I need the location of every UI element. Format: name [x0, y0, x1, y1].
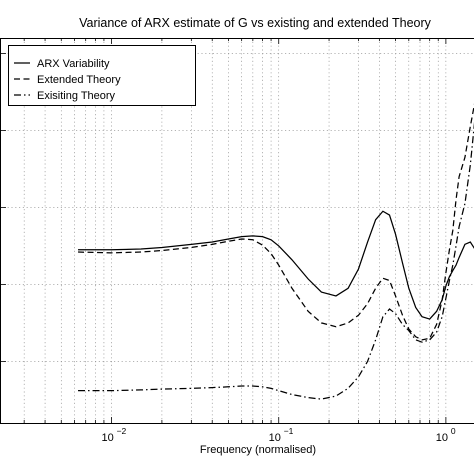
x-tick-label-exponent: −1 [284, 426, 294, 436]
x-tick-label: 10 [101, 432, 113, 444]
series-layer [78, 103, 474, 400]
legend-label-extended-theory: Extended Theory [37, 74, 121, 86]
x-tick-label: 10 [269, 432, 281, 444]
x-tick-label-exponent: 0 [451, 426, 456, 436]
series-line-exisiting-theory [78, 121, 474, 400]
series-line-extended-theory [78, 103, 474, 341]
legend: ARX Variability Extended Theory Exisitin… [8, 45, 196, 106]
x-axis-label: Frequency (normalised) [200, 444, 316, 456]
x-tick-label: 10 [436, 432, 448, 444]
legend-box [8, 45, 196, 106]
chart-title: Variance of ARX estimate of G vs existin… [79, 16, 432, 30]
series-line-arx-variability [78, 210, 474, 320]
x-tick-label-exponent: −2 [117, 426, 127, 436]
legend-label-arx-variability: ARX Variability [37, 58, 110, 70]
legend-label-existing-theory: Exisiting Theory [37, 90, 116, 102]
plot-frame [0, 38, 474, 424]
